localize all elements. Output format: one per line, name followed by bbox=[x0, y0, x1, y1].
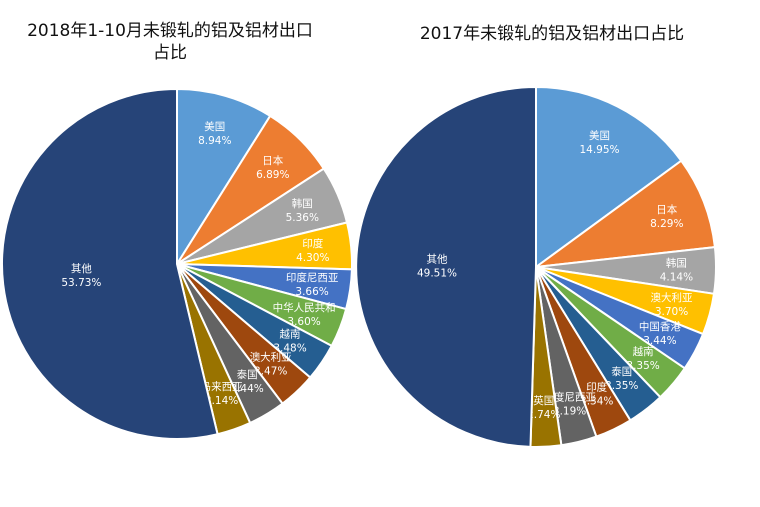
slice-label-1-6: 泰国 bbox=[611, 365, 632, 378]
slice-value-0-1: 6.89% bbox=[256, 169, 289, 181]
slice-label-0-7: 澳大利亚 bbox=[250, 350, 292, 363]
slice-label-1-10: 其他 bbox=[427, 253, 448, 266]
slice-label-0-0: 美国 bbox=[204, 120, 225, 133]
slice-value-0-10: 53.73% bbox=[61, 277, 101, 289]
slice-label-0-5: 中华人民共和 bbox=[273, 301, 336, 314]
pie-slice-0-0 bbox=[176, 87, 272, 268]
slice-label-1-5: 越南 bbox=[633, 345, 654, 358]
chart-title-2018: 2018年1-10月未锻轧的铝及铝材出口占比 bbox=[27, 21, 313, 63]
slice-label-1-1: 日本 bbox=[656, 203, 677, 216]
pie-slice-1-10 bbox=[355, 85, 537, 448]
slice-value-0-2: 5.36% bbox=[286, 212, 319, 224]
slice-label-1-7: 印度 bbox=[586, 381, 607, 394]
slice-value-1-3: 3.70% bbox=[655, 306, 688, 318]
slice-label-1-2: 韩国 bbox=[666, 257, 687, 270]
slice-value-0-7: 3.47% bbox=[254, 365, 287, 377]
pie-slice-1-1 bbox=[532, 159, 717, 269]
pie-slice-1-0 bbox=[535, 85, 683, 269]
slice-value-0-9: 3.14% bbox=[205, 395, 238, 407]
slice-value-1-10: 49.51% bbox=[417, 268, 457, 280]
slice-value-0-6: 3.48% bbox=[273, 343, 306, 355]
pie-slice-0-10 bbox=[1, 87, 219, 440]
slice-value-0-5: 3.60% bbox=[287, 316, 320, 328]
slice-value-1-7: 3.34% bbox=[580, 396, 613, 408]
slice-value-0-4: 3.66% bbox=[295, 286, 328, 298]
slice-value-1-5: 3.35% bbox=[626, 360, 659, 372]
slice-label-1-0: 美国 bbox=[589, 129, 610, 142]
slice-label-0-1: 日本 bbox=[262, 154, 283, 167]
pie-chart-2018: 美国 8.94% 日本 6.89% 韩国 5.36% 印度 4.30% 印度尼西亚 3.66% 中华… bbox=[1, 87, 353, 440]
slice-label-0-9: 马来西亚 bbox=[201, 381, 243, 393]
pie-chart-2017: 美国 14.95% 日本 8.29% 韩国 4.14% 澳大利亚 3.70% 中国香港 3.44%… bbox=[355, 85, 717, 448]
slice-label-0-8: 泰国 bbox=[237, 368, 258, 381]
slice-value-1-6: 3.35% bbox=[605, 380, 638, 392]
slice-label-0-3: 印度 bbox=[302, 237, 323, 250]
slice-label-1-4: 中国香港 bbox=[639, 320, 681, 333]
slice-label-0-10: 其他 bbox=[71, 262, 92, 275]
slice-value-0-0: 8.94% bbox=[198, 135, 231, 147]
slice-value-1-4: 3.44% bbox=[643, 335, 676, 347]
slice-value-1-0: 14.95% bbox=[579, 144, 619, 156]
slice-label-0-4: 印度尼西亚 bbox=[286, 271, 339, 284]
slice-value-1-1: 8.29% bbox=[650, 218, 683, 230]
slice-value-1-2: 4.14% bbox=[660, 272, 693, 284]
slice-label-0-2: 韩国 bbox=[292, 197, 313, 210]
slice-value-1-8: 3.19% bbox=[553, 405, 586, 417]
slice-value-0-3: 4.30% bbox=[296, 252, 329, 264]
slice-label-0-6: 越南 bbox=[280, 328, 301, 341]
slice-label-1-8: 印度尼西亚 bbox=[543, 390, 596, 403]
slice-value-0-8: 3.44% bbox=[230, 383, 263, 395]
slice-label-1-3: 澳大利亚 bbox=[651, 291, 693, 304]
chart-title-2017: 2017年未锻轧的铝及铝材出口占比 bbox=[419, 24, 685, 44]
slice-value-1-9: 2.74% bbox=[527, 409, 560, 421]
slice-label-1-9: 英国 bbox=[533, 394, 554, 407]
